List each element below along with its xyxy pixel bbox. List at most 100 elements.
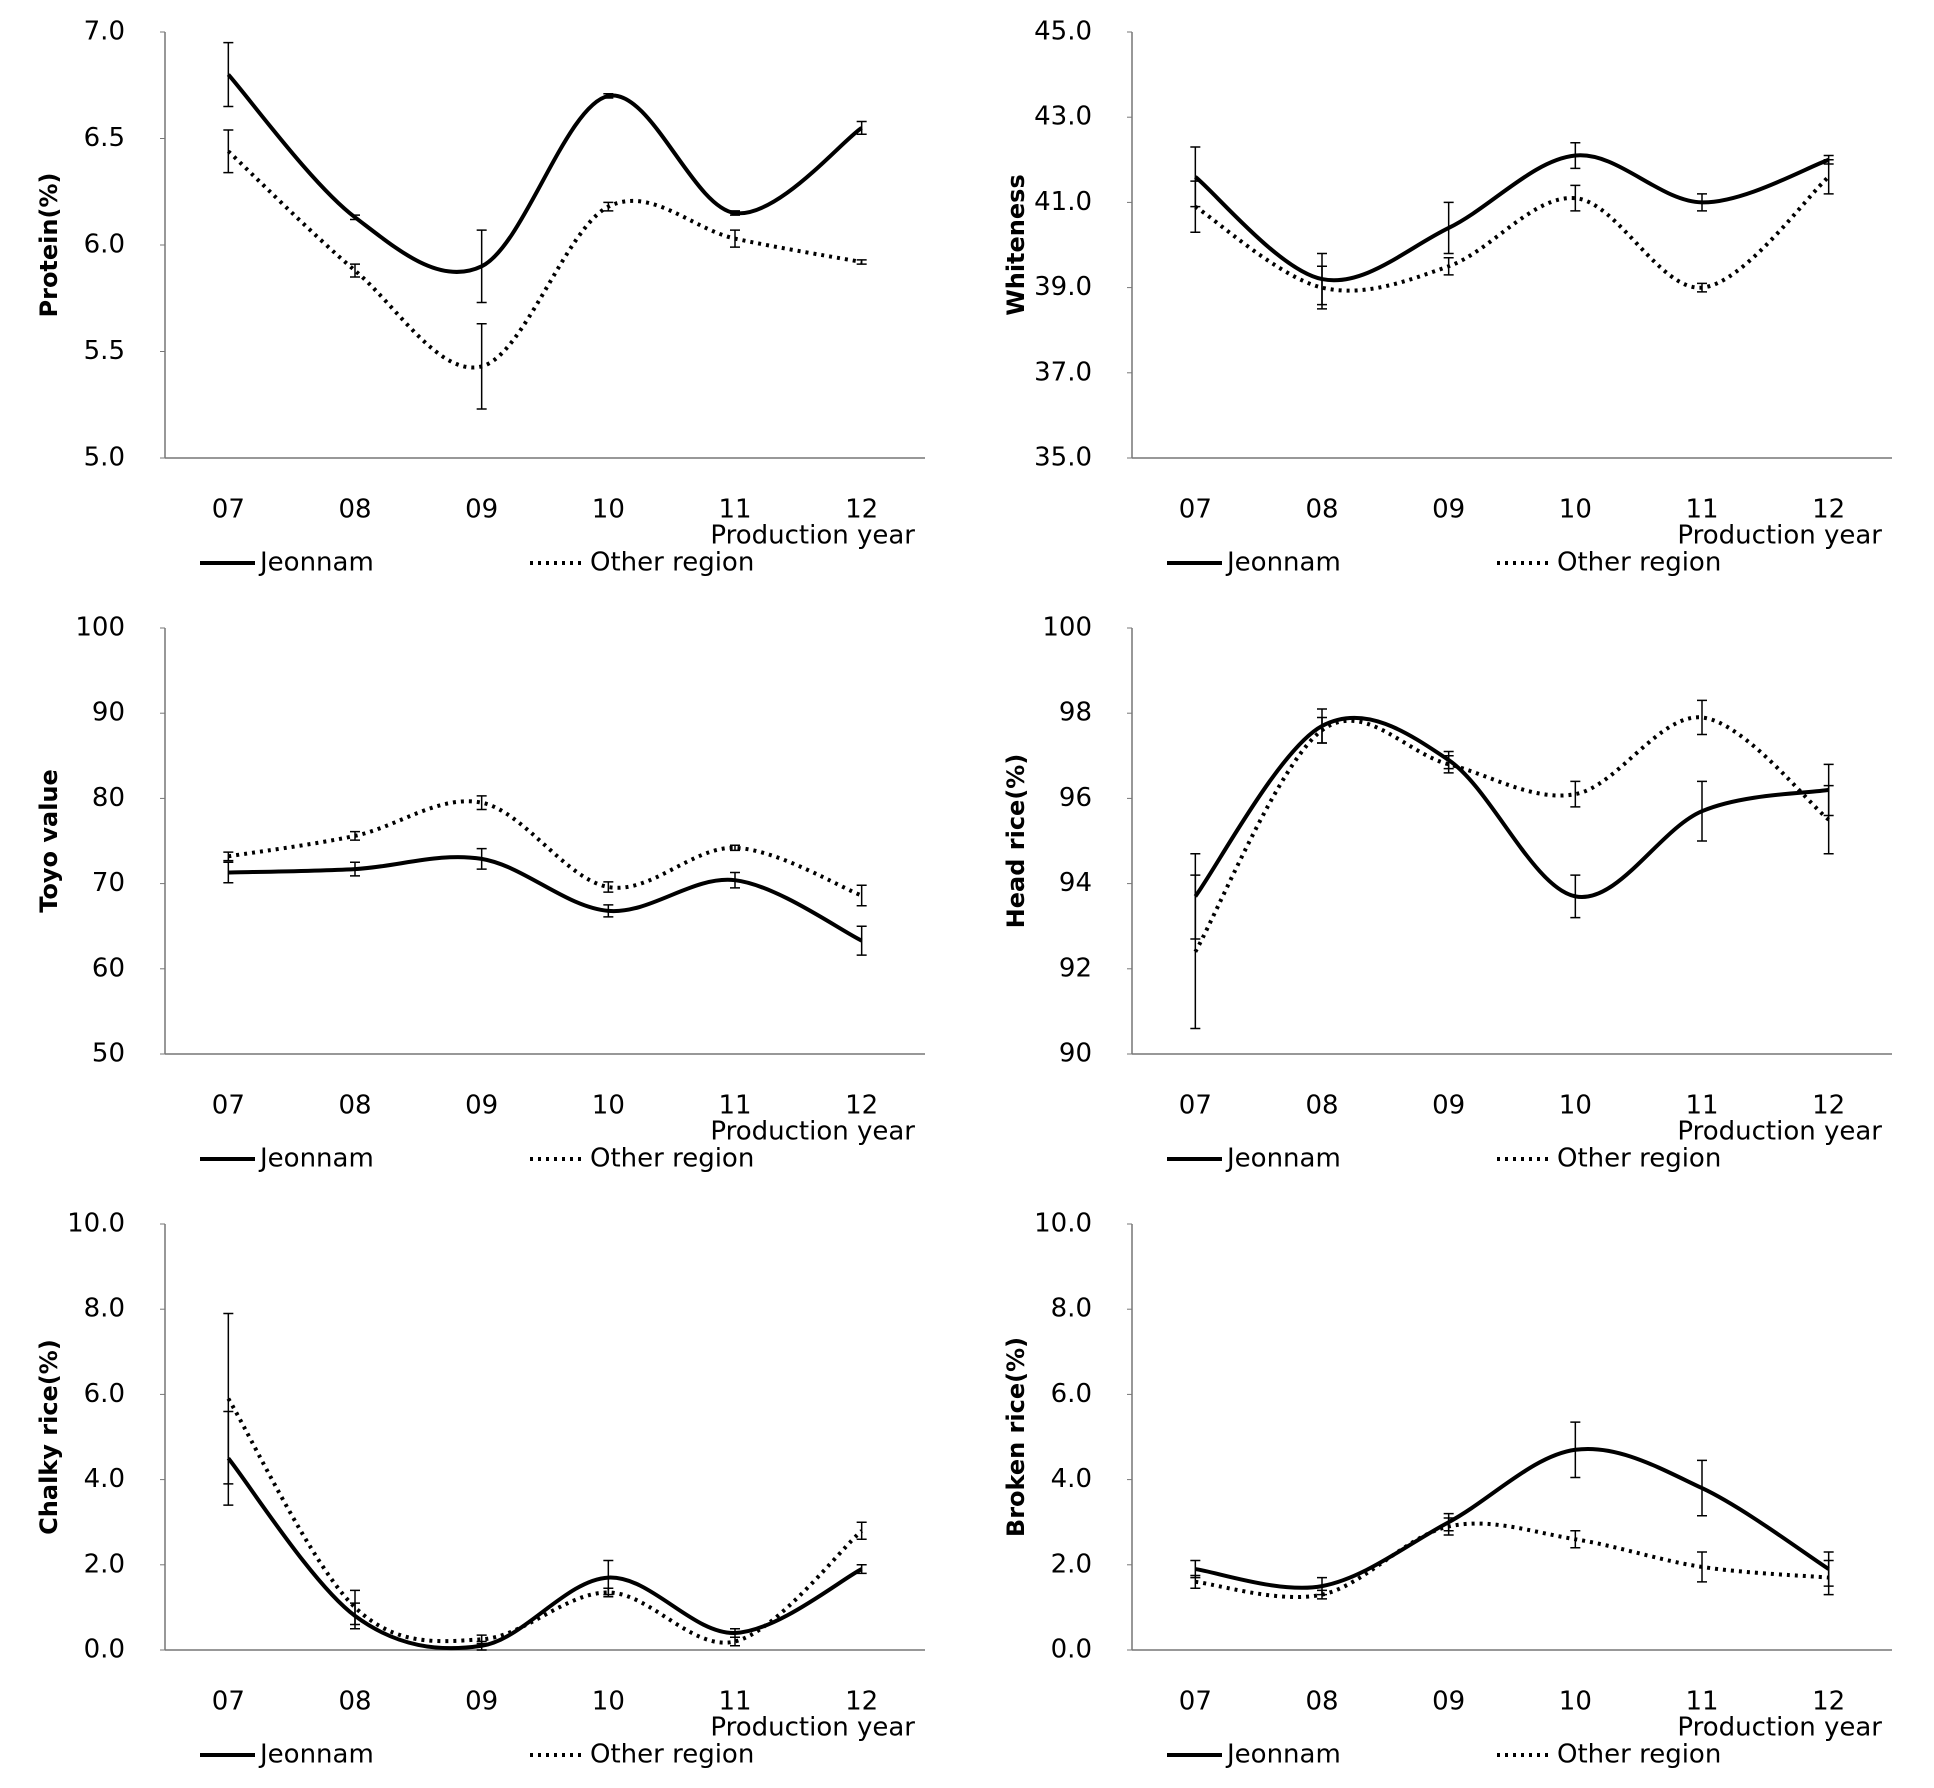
error-bar (1317, 1589, 1327, 1600)
legend-label: Jeonnam (258, 1740, 374, 1770)
y-tick-label: 5.0 (84, 443, 125, 473)
x-tick-label: 09 (465, 495, 498, 525)
y-tick-label: 6.0 (84, 230, 125, 260)
y-tick-label: 92 (1059, 953, 1092, 983)
series-line (226, 149, 863, 370)
error-bar (1190, 874, 1201, 1030)
x-axis-title: Production year (1677, 521, 1882, 551)
legend-label: Jeonnam (258, 548, 374, 578)
error-bar (856, 259, 867, 265)
error-bar (730, 871, 740, 889)
series-line (1193, 715, 1829, 899)
chart-panel: 5.0 5.5 6.0 6.5 7.0 Protein(%) 07 08 09 10 11 12Pro… (35, 17, 925, 578)
error-bar (1570, 142, 1581, 170)
x-tick-label: 10 (592, 1091, 625, 1121)
error-bar (1570, 780, 1581, 808)
x-axis-title: Production year (710, 1713, 915, 1743)
error-bar (476, 795, 487, 811)
x-tick-label: 08 (338, 1687, 371, 1717)
error-bar (856, 884, 867, 907)
error-bar (1443, 201, 1454, 255)
x-tick-label: 11 (1685, 1687, 1718, 1717)
x-tick-label: 08 (1305, 1687, 1338, 1717)
y-tick-label: 6.0 (1051, 1379, 1092, 1409)
x-tick-label: 08 (338, 495, 371, 525)
x-tick-label: 10 (592, 1687, 625, 1717)
error-bar (1570, 1421, 1581, 1479)
error-bar (1570, 1529, 1581, 1549)
error-bar (856, 1564, 867, 1575)
x-tick-label: 09 (1432, 495, 1465, 525)
error-bar (603, 881, 614, 893)
series-line (228, 855, 863, 943)
y-tick-label: 6.5 (84, 123, 125, 153)
chart-panel: 0.0 2.0 4.0 6.0 8.0 10.0 Chalky rice(%) 07 08 09 1… (35, 1209, 925, 1770)
error-bar (1570, 874, 1581, 919)
error-bar (1443, 755, 1454, 774)
error-bar (1443, 257, 1454, 276)
series-line (226, 1397, 863, 1645)
legend-label: Jeonnam (258, 1144, 374, 1174)
y-tick-label: 0.0 (1051, 1635, 1092, 1665)
x-axis-title: Production year (710, 521, 915, 551)
error-bar (730, 210, 740, 216)
y-axis-title: Broken rice(%) (1002, 1337, 1030, 1537)
y-tick-label: 90 (92, 698, 125, 728)
y-tick-label: 43.0 (1034, 102, 1092, 132)
error-bar (1823, 784, 1834, 855)
error-bar (476, 1634, 487, 1645)
error-bar (603, 1587, 614, 1598)
y-tick-label: 5.5 (84, 336, 125, 366)
x-tick-label: 11 (718, 495, 751, 525)
y-tick-label: 70 (92, 868, 125, 898)
y-tick-label: 45.0 (1034, 17, 1092, 47)
x-axis-title: Production year (710, 1117, 915, 1147)
error-bar (730, 1636, 740, 1647)
legend-label: Other region (590, 1144, 754, 1174)
y-tick-label: 96 (1059, 783, 1092, 813)
chart-panel: 35.0 37.0 39.0 41.0 43.0 45.0 Whiteness 07 08 09 1… (1002, 17, 1892, 578)
error-bar (223, 129, 234, 174)
chart-panel: 50 60 70 80 90 100 Toyo value 07 08 09 10 11 12Produ… (35, 613, 925, 1174)
y-tick-label: 80 (92, 783, 125, 813)
error-bar (856, 1521, 867, 1540)
error-bar (856, 120, 867, 135)
legend-label: Other region (1557, 548, 1721, 578)
x-tick-label: 08 (338, 1091, 371, 1121)
x-tick-label: 07 (1179, 1687, 1212, 1717)
y-tick-label: 0.0 (84, 1635, 125, 1665)
y-axis-title: Whiteness (1002, 174, 1030, 315)
y-axis-title: Chalky rice(%) (35, 1339, 63, 1535)
x-tick-label: 07 (212, 495, 245, 525)
error-bar (1190, 1574, 1201, 1589)
y-tick-label: 98 (1059, 698, 1092, 728)
y-tick-label: 6.0 (84, 1379, 125, 1409)
y-tick-label: 100 (1042, 613, 1092, 643)
x-tick-label: 11 (1685, 495, 1718, 525)
series-line (1195, 1521, 1829, 1600)
x-tick-label: 09 (465, 1091, 498, 1121)
y-tick-label: 2.0 (84, 1549, 125, 1579)
y-tick-label: 41.0 (1034, 187, 1092, 217)
x-tick-label: 12 (1812, 495, 1845, 525)
y-tick-label: 100 (75, 613, 125, 643)
x-tick-label: 11 (718, 1091, 751, 1121)
error-bar (730, 229, 740, 248)
x-tick-label: 07 (212, 1687, 245, 1717)
y-tick-label: 4.0 (1051, 1464, 1092, 1494)
error-bar (730, 844, 740, 852)
error-bar (350, 861, 360, 877)
y-tick-label: 4.0 (84, 1464, 125, 1494)
y-axis-title: Head rice(%) (1002, 754, 1030, 929)
error-bar (1570, 184, 1581, 212)
y-tick-label: 10.0 (67, 1209, 125, 1239)
error-bar (476, 847, 487, 870)
y-tick-label: 10.0 (1034, 1209, 1092, 1239)
error-bar (603, 201, 614, 212)
error-bar (476, 229, 487, 304)
x-tick-label: 07 (212, 1091, 245, 1121)
x-tick-label: 08 (1305, 1091, 1338, 1121)
series-line (1194, 175, 1830, 293)
error-bar (1697, 699, 1707, 736)
y-axis-title: Protein(%) (35, 173, 63, 318)
